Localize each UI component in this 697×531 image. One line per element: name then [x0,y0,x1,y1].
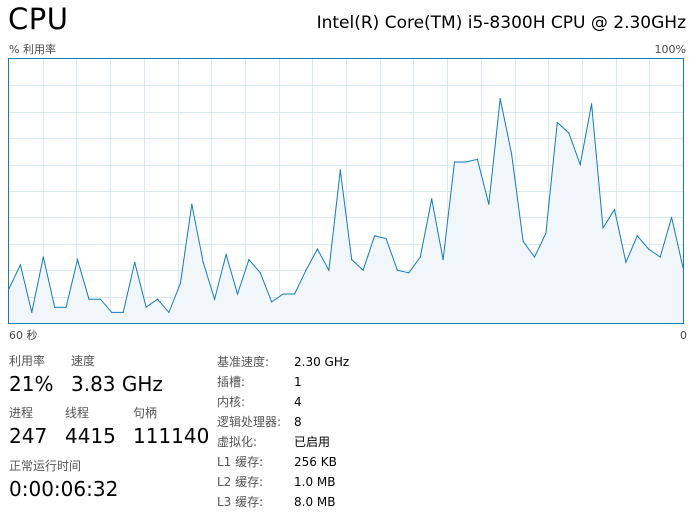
utilization-point-28 [328,269,330,271]
utilization-point-46 [533,256,536,258]
utilization-point-33 [385,237,387,240]
detail-label: L2 缓存: [217,475,264,489]
utilization-value: 21% [9,372,54,396]
utilization-point-12 [145,306,147,308]
detail-value: 已启用 [294,435,331,449]
utilization-point-1 [19,264,21,266]
cpu-utilization-chart [9,59,683,323]
speed-label: 速度 [71,354,96,368]
utilization-point-35 [408,272,410,274]
utilization-point-19 [225,253,227,255]
utilization-point-34 [396,269,398,271]
utilization-point-40 [465,161,467,163]
utilization-point-43 [499,98,501,100]
graph-x-right-label: 0 [680,329,687,342]
utilization-point-4 [54,306,56,308]
utilization-point-26 [305,269,307,271]
utilization-point-57 [659,256,661,258]
utilization-point-56 [648,248,650,250]
utilization-point-58 [671,216,673,218]
utilization-point-22 [259,272,261,274]
utilization-point-31 [362,269,364,271]
cpu-model-name: Intel(R) Core(TM) i5-8300H CPU @ 2.30GHz [316,13,686,33]
utilization-point-0 [9,288,10,290]
handles-value: 111140 [133,424,210,448]
utilization-point-25 [294,293,296,295]
uptime-label: 正常运行时间 [9,459,82,473]
page-title: CPU [8,2,69,36]
utilization-point-36 [419,256,421,258]
utilization-point-13 [156,298,159,300]
detail-value: 8 [294,415,302,429]
threads-value: 4415 [65,424,116,448]
utilization-point-51 [591,103,593,105]
utilization-point-17 [202,261,204,263]
utilization-point-20 [236,293,239,295]
detail-label: 内核: [217,395,246,409]
detail-label: L3 缓存: [217,495,264,509]
utilization-point-49 [568,132,570,134]
utilization-point-7 [88,298,90,300]
utilization-point-48 [556,121,558,123]
utilization-point-27 [316,248,318,250]
utilization-point-15 [179,282,181,284]
utilization-point-30 [351,259,353,261]
utilization-point-23 [271,301,273,303]
utilization-point-50 [579,164,581,166]
detail-label: 虚拟化: [217,435,258,449]
detail-label: 基准速度: [217,355,270,369]
utilization-point-21 [248,259,250,261]
detail-value: 1.0 MB [294,475,336,489]
utilization-points [9,98,683,313]
utilization-point-45 [522,240,524,242]
handles-label: 句柄 [133,406,158,420]
utilization-point-3 [42,256,44,258]
utilization-point-32 [374,235,376,237]
graph-y-max-label: 100% [654,43,686,56]
utilization-point-52 [602,227,604,229]
detail-value: 8.0 MB [294,495,336,509]
detail-value: 4 [294,395,302,409]
processes-value: 247 [9,424,48,448]
utilization-line [9,98,683,314]
utilization-point-44 [511,153,513,155]
utilization-point-18 [214,298,216,300]
utilization-point-10 [122,311,124,313]
utilization-area [9,98,683,323]
utilization-point-11 [134,261,136,263]
utilization-point-8 [99,298,101,300]
detail-label: 插槽: [217,375,246,389]
utilization-point-2 [31,311,33,313]
utilization-point-53 [613,208,616,211]
utilization-point-24 [282,293,284,295]
utilization-point-29 [339,169,341,171]
utilization-point-14 [168,311,170,313]
utilization-point-54 [625,261,627,263]
utilization-point-9 [111,311,113,313]
threads-label: 线程 [65,406,90,420]
detail-value: 1 [294,375,302,389]
utilization-point-47 [545,232,547,234]
utilization-point-6 [76,259,79,261]
detail-label: L1 缓存: [217,455,264,469]
detail-value: 256 KB [294,455,337,469]
speed-value: 3.83 GHz [71,372,163,396]
utilization-point-37 [431,198,433,200]
utilization-point-39 [453,161,456,163]
utilization-label: 利用率 [9,354,46,368]
cpu-utilization-graph[interactable] [8,58,684,324]
utilization-point-16 [191,203,193,205]
utilization-point-38 [442,259,444,261]
detail-value: 2.30 GHz [294,355,350,369]
utilization-point-42 [488,203,490,205]
graph-x-left-label: 60 秒 [9,329,38,342]
graph-y-label: % 利用率 [9,43,56,56]
utilization-point-41 [476,158,478,160]
uptime-value: 0:00:06:32 [9,477,119,501]
detail-label: 逻辑处理器: [217,415,282,429]
processes-label: 进程 [9,406,34,420]
utilization-point-59 [682,267,683,269]
utilization-point-55 [636,235,638,237]
utilization-point-5 [65,306,67,308]
